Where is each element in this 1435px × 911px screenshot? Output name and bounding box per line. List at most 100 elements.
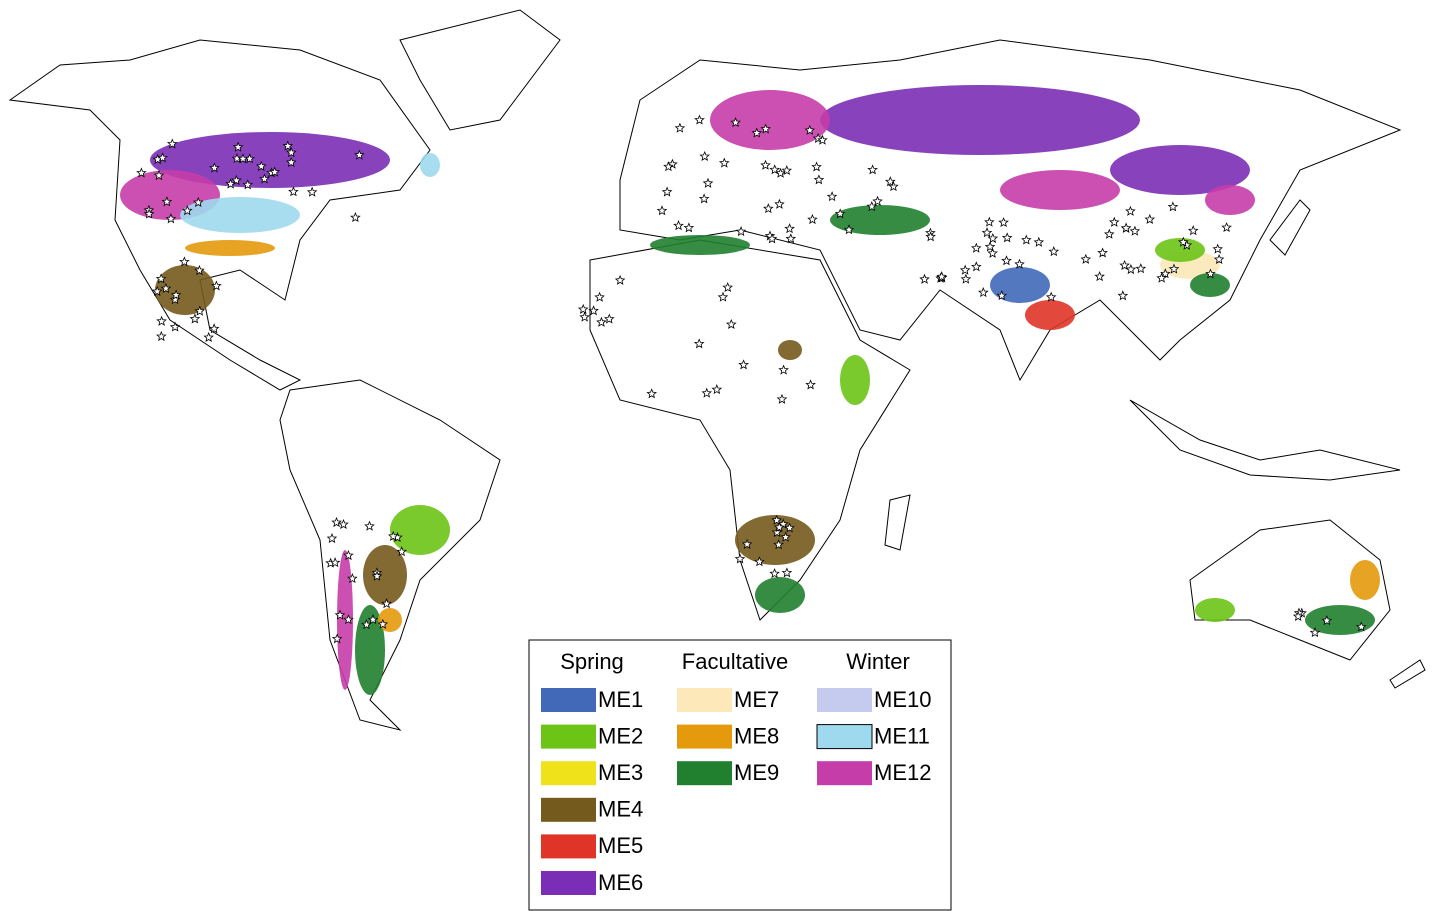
site-marker <box>1355 621 1367 632</box>
site-marker <box>1309 627 1321 638</box>
site-marker <box>1144 213 1155 224</box>
site-marker <box>774 521 785 532</box>
site-marker <box>1129 225 1141 236</box>
region <box>1195 598 1235 622</box>
legend-box <box>528 639 952 911</box>
site-marker <box>209 162 220 173</box>
japan <box>1269 199 1311 256</box>
site-marker <box>998 217 1009 228</box>
legend: Spring ME1 ME2 ME3 ME4 ME5 ME6 Facultative ME7 ME… <box>541 649 931 895</box>
site-marker <box>977 287 989 298</box>
site-marker <box>741 538 753 549</box>
site-marker <box>663 161 674 172</box>
site-marker <box>306 186 318 197</box>
site-marker <box>194 305 206 316</box>
site-marker <box>1045 291 1057 302</box>
site-marker <box>987 247 998 258</box>
region <box>355 605 385 695</box>
site-marker <box>702 177 714 188</box>
site-marker <box>361 619 372 630</box>
site-marker <box>329 557 341 568</box>
site-marker <box>769 568 780 579</box>
legend-swatch <box>816 724 873 750</box>
africa <box>589 239 911 621</box>
site-marker <box>367 614 379 625</box>
site-marker <box>763 203 774 214</box>
site-marker <box>151 285 163 296</box>
region <box>778 340 802 360</box>
site-marker <box>136 167 147 178</box>
site-marker <box>984 216 995 227</box>
site-marker <box>760 123 771 134</box>
site-marker <box>1033 236 1045 247</box>
legend-label: ME5 <box>598 833 643 858</box>
legend-swatch <box>677 688 732 712</box>
site-marker <box>1014 258 1025 269</box>
region <box>378 608 402 632</box>
region <box>820 85 1140 155</box>
site-marker <box>255 160 267 171</box>
indonesia <box>1129 399 1401 481</box>
site-marker <box>156 330 167 342</box>
site-marker <box>1097 247 1108 258</box>
site-marker <box>1103 228 1115 239</box>
site-marker <box>143 208 155 219</box>
legend-group-title: Facultative <box>682 649 788 674</box>
site-marker <box>774 198 785 209</box>
site-marker <box>1021 234 1032 245</box>
site-marker <box>785 233 797 244</box>
site-marker <box>698 193 710 204</box>
site-marker <box>661 186 673 197</box>
site-marker <box>1125 205 1136 216</box>
site-marker <box>813 174 825 185</box>
legend-label: ME11 <box>874 723 930 748</box>
site-marker <box>1119 259 1130 270</box>
site-marker <box>153 169 165 181</box>
site-marker <box>1135 263 1147 274</box>
site-marker <box>225 178 236 189</box>
site-marker <box>781 567 793 578</box>
site-marker <box>970 242 982 253</box>
site-marker <box>286 147 297 158</box>
site-marker <box>1187 225 1199 236</box>
region <box>1305 605 1375 635</box>
site-marker <box>834 208 846 219</box>
site-marker <box>157 152 168 163</box>
region <box>735 515 815 565</box>
site-marker <box>826 191 838 202</box>
site-marker <box>614 274 626 285</box>
site-marker <box>807 213 818 225</box>
site-marker <box>1292 610 1304 621</box>
site-marker <box>773 539 784 550</box>
legend-label: ME6 <box>598 870 643 895</box>
site-marker <box>331 633 343 644</box>
site-marker <box>885 176 896 187</box>
site-marker <box>673 220 684 231</box>
site-marker <box>165 213 177 224</box>
site-marker <box>722 282 733 293</box>
site-marker <box>656 205 668 216</box>
site-marker <box>693 338 705 349</box>
region <box>1205 185 1255 215</box>
site-marker <box>381 598 392 609</box>
site-marker <box>350 212 361 223</box>
site-marker <box>208 323 220 334</box>
site-marker <box>1156 272 1167 283</box>
site-marker <box>347 573 358 584</box>
site-marker <box>725 318 737 329</box>
site-marker <box>269 166 280 177</box>
site-marker <box>646 388 657 399</box>
region <box>1025 300 1075 330</box>
site-marker <box>286 156 297 167</box>
site-marker <box>775 167 786 178</box>
site-marker <box>211 280 222 291</box>
region <box>420 153 440 177</box>
site-marker <box>694 114 705 125</box>
site-marker <box>843 224 855 235</box>
greenland <box>399 9 561 131</box>
site-marker <box>160 283 172 294</box>
legend-label: ME4 <box>598 797 643 822</box>
site-marker <box>1177 236 1189 247</box>
site-marker <box>667 158 678 169</box>
site-marker <box>735 226 747 237</box>
